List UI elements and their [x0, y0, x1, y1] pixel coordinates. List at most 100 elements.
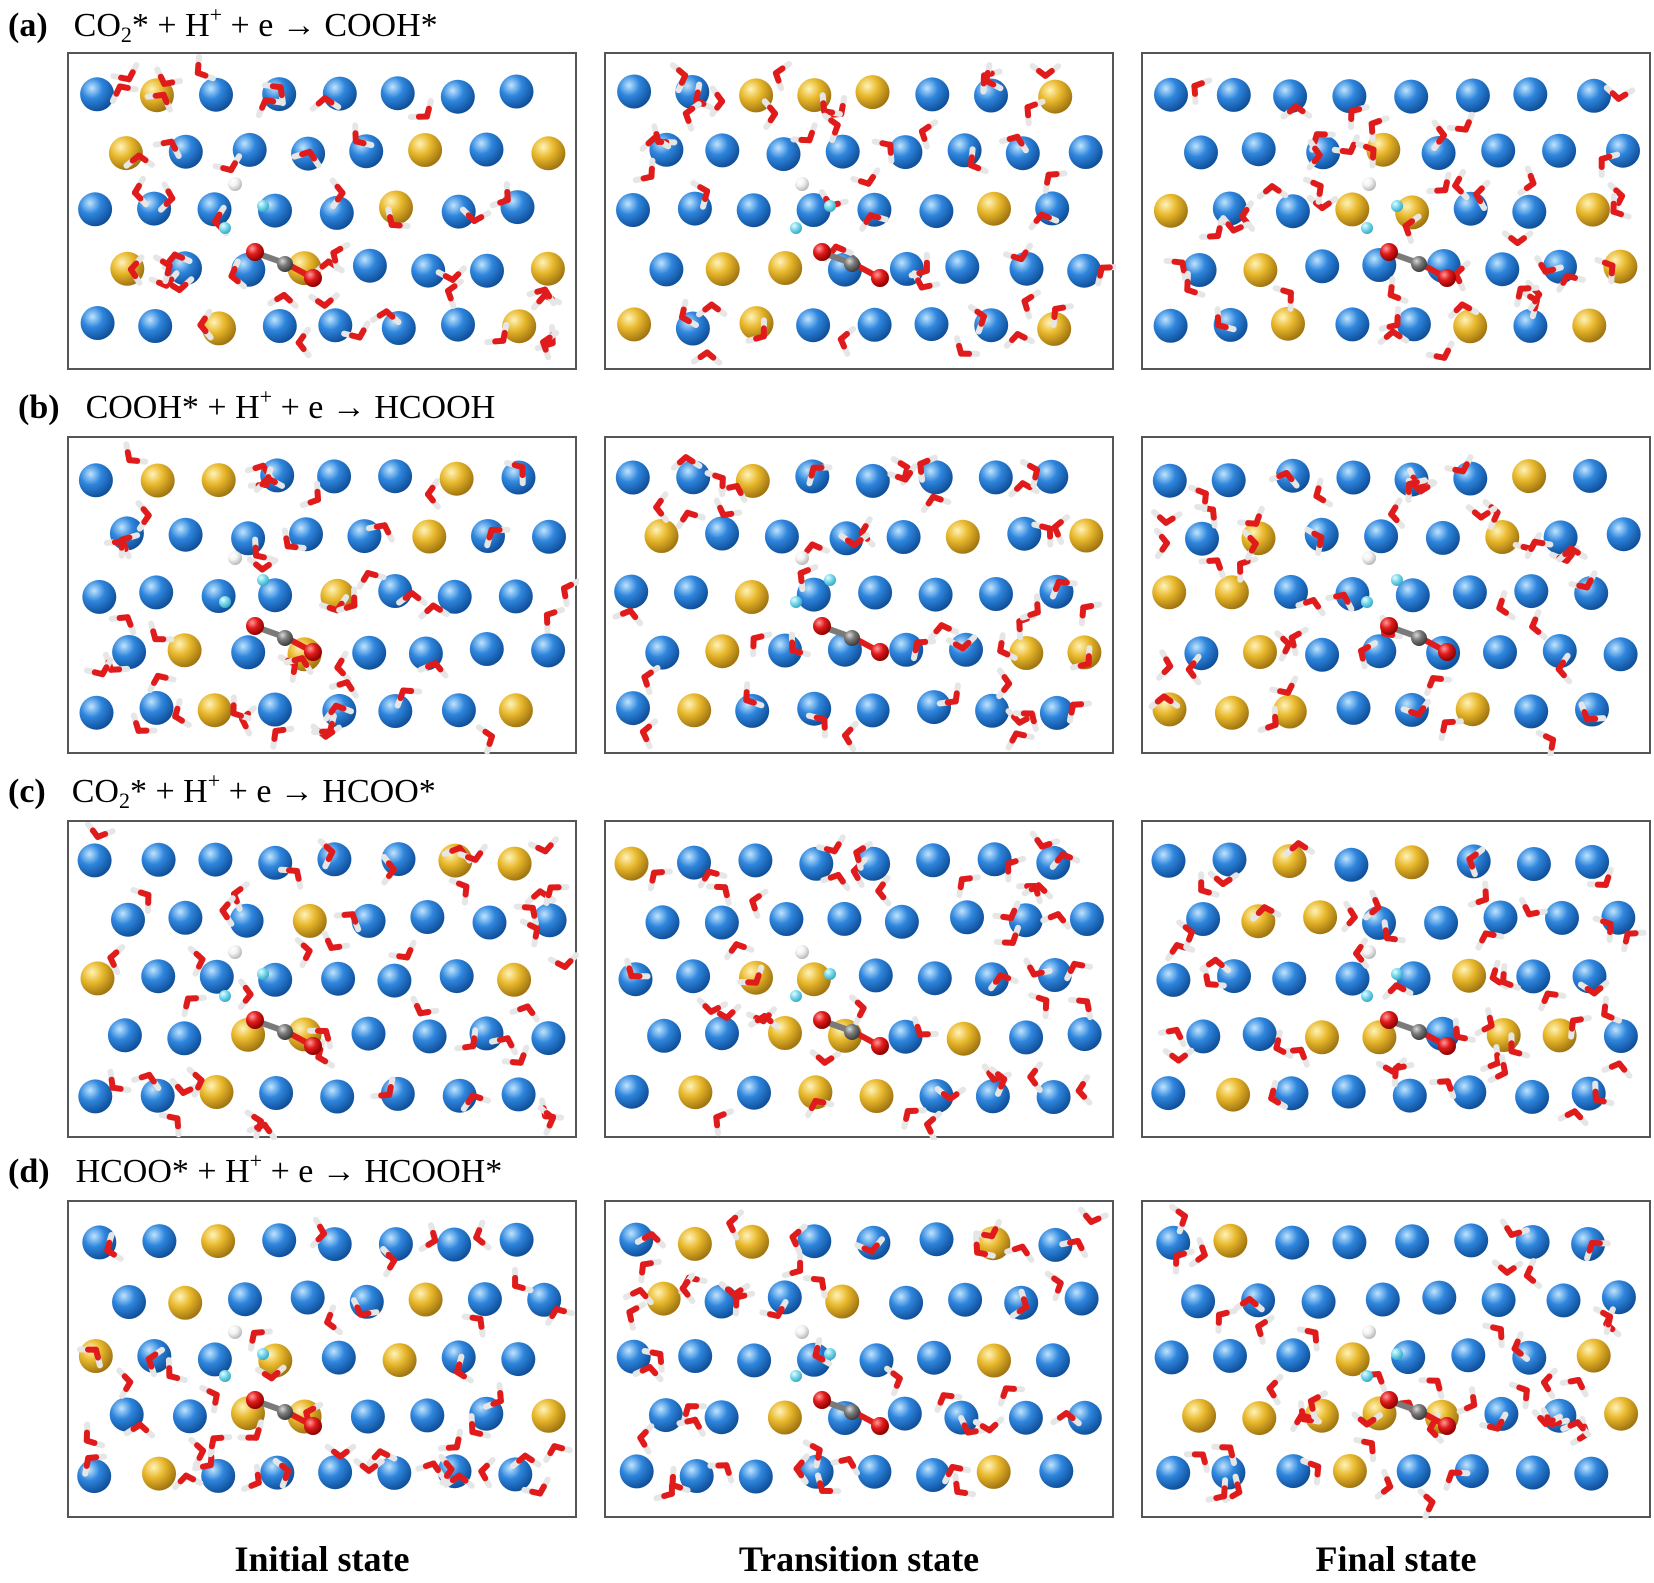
gold-metal-atom — [1335, 192, 1370, 227]
gold-metal-atom — [1332, 1454, 1367, 1488]
blue-metal-atom — [112, 635, 147, 669]
bond-stick — [228, 273, 241, 285]
bond-stick — [669, 1481, 684, 1491]
bond-stick — [1562, 545, 1574, 558]
blue-metal-atom — [1275, 194, 1310, 229]
blue-metal-atom — [1335, 577, 1370, 611]
snapshot-panel-c-initial — [67, 820, 579, 1140]
oxygen-atom — [1380, 1011, 1398, 1029]
blue-metal-atom — [1516, 847, 1551, 881]
bond-stick — [1541, 1379, 1552, 1393]
reaction-part: + e → COOH* — [222, 7, 438, 44]
bond-stick — [1569, 1017, 1576, 1032]
gold-metal-atom — [408, 1282, 443, 1317]
carbon-atom — [1411, 1024, 1427, 1040]
bond-stick — [242, 984, 254, 998]
blue-metal-atom — [858, 958, 893, 993]
blue-metal-atom — [168, 517, 203, 552]
bond-stick — [1000, 1385, 1009, 1399]
blue-metal-atom — [889, 1285, 924, 1320]
bond-stick — [1494, 1418, 1505, 1432]
bond-stick — [1610, 208, 1624, 218]
bond-stick — [471, 214, 485, 224]
blue-metal-atom — [947, 133, 982, 168]
blue-metal-atom — [975, 962, 1009, 997]
gold-metal-atom — [1213, 1223, 1248, 1258]
blue-metal-atom — [1571, 1076, 1606, 1111]
bond-stick — [1363, 143, 1377, 153]
bond-stick — [352, 138, 367, 147]
blue-metal-atom — [168, 134, 203, 169]
blue-metal-atom — [1394, 79, 1429, 114]
bond-stick — [641, 674, 650, 688]
blue-metal-atom — [501, 1077, 536, 1112]
bond-stick — [1263, 183, 1276, 195]
bond-stick — [1051, 306, 1059, 320]
blue-metal-atom — [501, 1342, 536, 1377]
bond-stick — [1307, 1460, 1322, 1470]
bond-stick — [478, 1468, 489, 1482]
blue-metal-atom — [705, 1016, 739, 1051]
bond-stick — [1198, 887, 1212, 896]
bond-stick — [863, 212, 874, 225]
oxygen-atom — [1380, 617, 1398, 635]
bond-stick — [754, 1013, 768, 1024]
bond-stick — [842, 732, 853, 746]
blue-metal-atom — [467, 1282, 502, 1317]
row-label-a: (a) CO2* + H+ + e → COOH* — [8, 2, 438, 48]
blue-metal-atom — [1425, 520, 1460, 555]
blue-metal-atom — [918, 460, 953, 495]
gold-metal-atom — [1395, 195, 1430, 230]
gold-metal-atom — [859, 1079, 894, 1113]
molecular-snapshot — [77, 822, 579, 1140]
blue-metal-atom — [1185, 521, 1219, 556]
blue-metal-atom — [319, 195, 354, 230]
bond-stick — [1622, 930, 1631, 945]
blue-metal-atom — [916, 1458, 951, 1492]
bond-stick — [957, 876, 965, 891]
bond-stick — [702, 301, 715, 313]
oxygen-atom — [871, 1037, 889, 1055]
snapshot-panel-d-initial — [67, 1200, 577, 1518]
bond-stick — [1384, 1476, 1394, 1490]
bond-stick — [1358, 647, 1366, 662]
row-tag: (b) — [18, 389, 60, 426]
bond-stick — [423, 105, 432, 120]
bond-stick — [952, 690, 960, 705]
blue-metal-atom — [857, 1454, 892, 1489]
bond-stick — [1526, 909, 1540, 918]
blue-metal-atom — [679, 1459, 714, 1493]
blue-metal-atom — [1392, 1078, 1427, 1113]
gold-metal-atom — [1453, 309, 1488, 344]
blue-metal-atom — [1216, 77, 1251, 112]
bond-stick — [104, 1247, 117, 1258]
bond-stick — [504, 189, 511, 203]
blue-metal-atom — [290, 1280, 325, 1315]
blue-metal-atom — [1037, 958, 1072, 992]
blue-metal-atom — [1036, 1080, 1071, 1114]
bond-stick — [1234, 1481, 1243, 1496]
bond-stick — [1388, 511, 1400, 524]
bond-stick — [1215, 322, 1229, 331]
blue-metal-atom — [1601, 900, 1636, 935]
blue-metal-atom — [78, 192, 113, 227]
bond-stick — [138, 1071, 153, 1081]
bond-stick — [989, 1226, 999, 1240]
blue-metal-atom — [649, 252, 684, 287]
blue-metal-atom — [78, 463, 113, 498]
blue-metal-atom — [1039, 1454, 1074, 1488]
bond-stick — [151, 672, 161, 686]
proton-atom — [790, 222, 802, 234]
blue-metal-atom — [1452, 1075, 1487, 1110]
blue-metal-atom — [1395, 1224, 1430, 1259]
bond-stick — [1361, 1438, 1375, 1447]
bond-stick — [1613, 187, 1626, 199]
bond-stick — [449, 844, 463, 854]
blue-metal-atom — [1332, 1225, 1367, 1260]
bond-stick — [334, 664, 346, 677]
blue-metal-atom — [616, 691, 650, 726]
bond-stick — [1313, 493, 1327, 504]
bond-stick — [1600, 918, 1614, 927]
bond-stick — [809, 1443, 823, 1453]
bond-stick — [808, 1098, 819, 1112]
